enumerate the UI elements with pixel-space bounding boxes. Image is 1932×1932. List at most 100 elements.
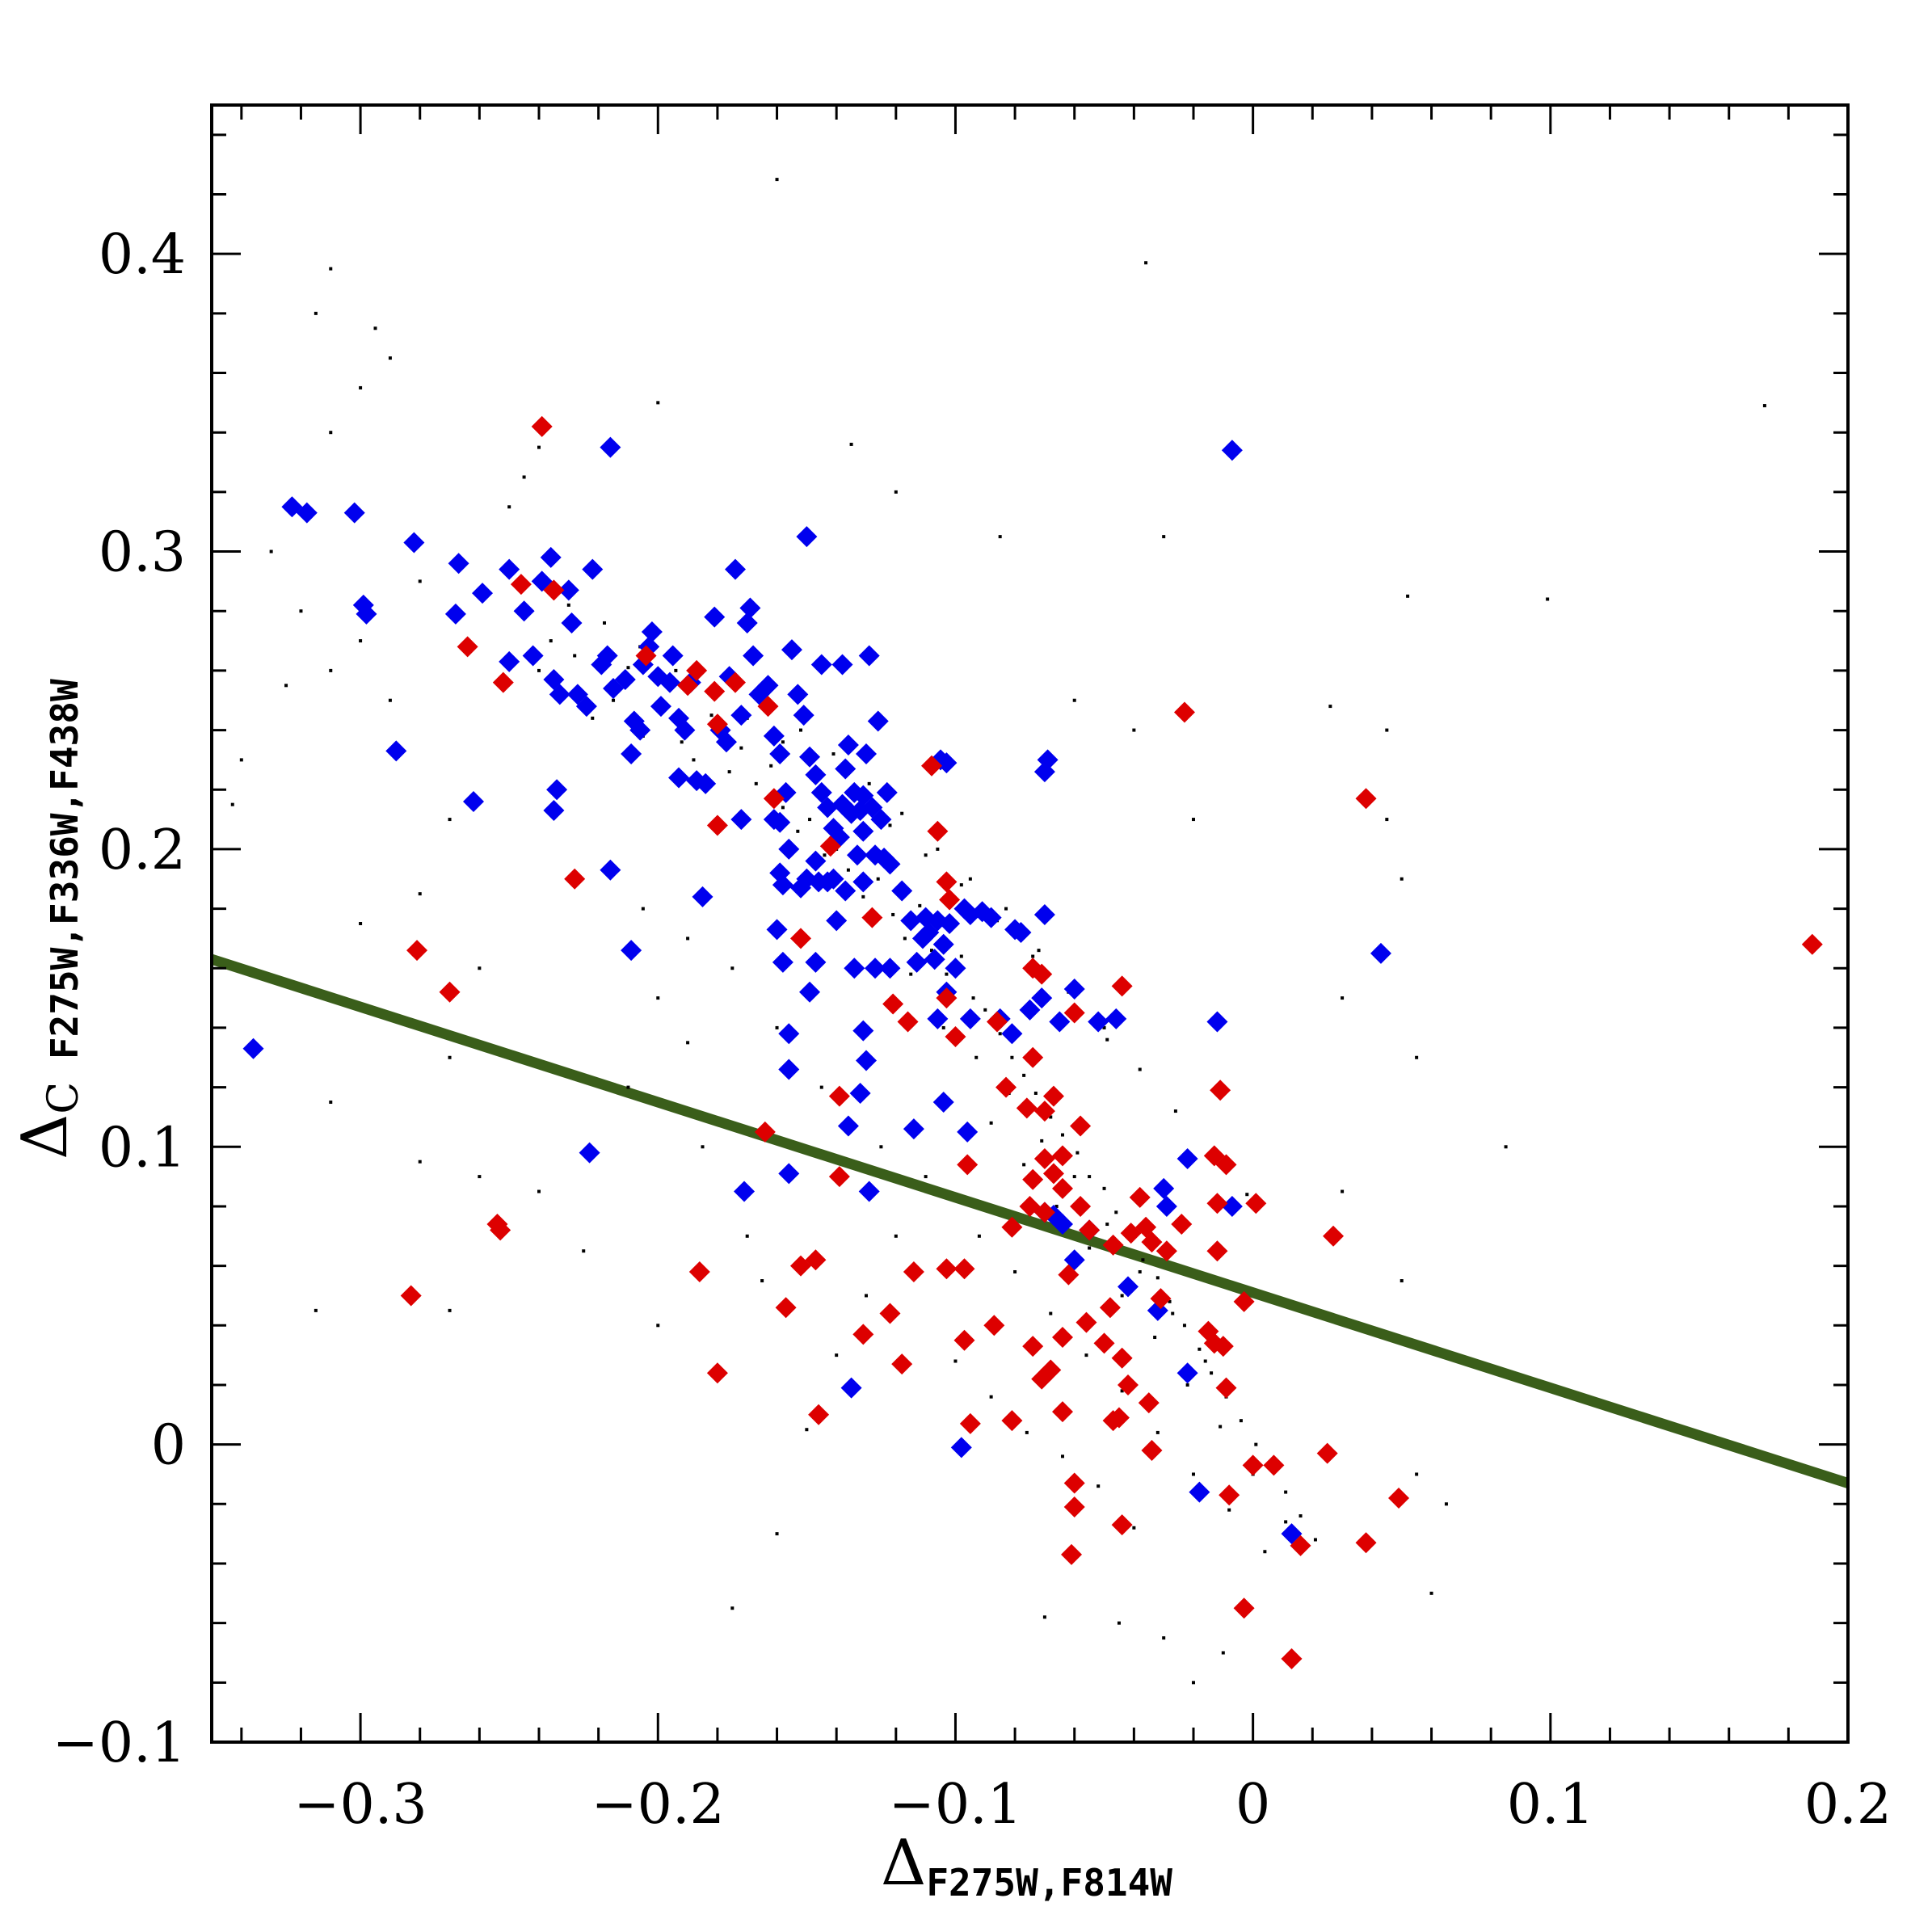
black-dot-point — [1105, 1223, 1109, 1227]
blue-diamond-point — [1088, 1011, 1109, 1033]
black-dot-point — [1192, 1681, 1195, 1685]
black-dot-point — [1022, 1073, 1026, 1077]
blue-diamond-point — [1052, 1214, 1073, 1235]
red-diamond-point — [945, 1025, 966, 1047]
blue-diamond-point — [650, 696, 671, 718]
blue-diamond-point — [778, 1023, 800, 1045]
black-dot-point — [329, 668, 333, 672]
red-diamond-point — [1150, 1288, 1172, 1310]
red-diamond-point — [1042, 1085, 1064, 1107]
black-dot-point — [1400, 877, 1404, 881]
black-dot-point — [1061, 1454, 1064, 1458]
black-dot-point — [1010, 1055, 1014, 1059]
red-diamond-point — [1141, 1231, 1163, 1253]
black-dot-point — [1385, 728, 1389, 732]
blue-diamond-point — [403, 532, 425, 554]
red-diamond-point — [1079, 1219, 1101, 1241]
red-diamond-point — [406, 940, 428, 962]
red-diamond-point — [775, 1297, 797, 1319]
black-dot-point — [1120, 1294, 1124, 1298]
red-diamond-point — [953, 1329, 975, 1351]
blue-diamond-point — [799, 746, 821, 768]
blue-diamond-point — [846, 844, 868, 866]
blue-diamond-point — [906, 951, 928, 973]
blue-diamond-point — [1189, 1481, 1210, 1503]
blue-diamond-point — [296, 502, 318, 524]
black-dot-point — [1227, 1508, 1231, 1512]
red-diamond-point — [1141, 1440, 1163, 1462]
blue-diamond-point — [849, 1082, 871, 1104]
black-dot-point — [1061, 1133, 1064, 1137]
blue-diamond-point — [499, 650, 520, 672]
black-dot-point — [805, 1428, 809, 1432]
black-dot-point — [891, 912, 895, 916]
black-dot-point — [1155, 1276, 1160, 1280]
blue-diamond-point — [1221, 440, 1243, 461]
red-diamond-point — [1388, 1487, 1410, 1509]
red-diamond-point — [564, 868, 586, 890]
red-diamond-point — [995, 1076, 1017, 1098]
blue-diamond-point — [579, 1142, 600, 1164]
red-diamond-point — [1242, 1454, 1264, 1476]
red-diamond-point — [1111, 1347, 1133, 1369]
blue-diamond-point — [343, 502, 365, 524]
black-dot-point — [656, 1324, 660, 1328]
blue-diamond-point — [856, 1050, 877, 1071]
black-dot-point — [1049, 1311, 1053, 1315]
red-diamond-point — [704, 680, 726, 702]
blue-diamond-point — [472, 583, 494, 604]
red-diamond-point — [1102, 1234, 1124, 1256]
black-dot-point — [1192, 818, 1195, 822]
red-diamond-point — [1052, 1145, 1073, 1167]
black-dot-point — [329, 1101, 333, 1105]
blue-diamond-point — [903, 1118, 924, 1140]
black-dot-point — [1341, 1189, 1345, 1193]
black-dot-point — [626, 1085, 630, 1089]
black-dot-point — [388, 698, 392, 702]
red-diamond-point — [1016, 1097, 1038, 1119]
blue-diamond-point — [852, 820, 874, 842]
red-diamond-point — [1033, 1101, 1055, 1122]
y-tick-label: 0.4 — [99, 223, 186, 287]
black-dot-point — [1385, 818, 1389, 822]
blue-diamond-point — [840, 1377, 862, 1399]
blue-diamond-point — [730, 809, 752, 831]
blue-diamond-point — [725, 558, 746, 580]
blue-diamond-point — [793, 705, 814, 726]
blue-diamond-point — [448, 553, 469, 575]
red-diamond-point — [400, 1285, 422, 1307]
red-diamond-point — [757, 696, 779, 718]
blue-diamond-point — [575, 696, 597, 718]
red-diamond-point — [1263, 1454, 1285, 1476]
red-diamond-point — [1001, 1216, 1023, 1238]
separation-line — [210, 954, 1850, 1488]
blue-diamond-point — [1206, 1011, 1228, 1033]
blue-diamond-point — [629, 719, 651, 741]
blue-diamond-point — [805, 764, 827, 785]
x-tick-label: 0 — [1235, 1773, 1270, 1837]
black-dot-point — [686, 937, 690, 941]
black-dot-point — [418, 1160, 422, 1164]
black-dot-point — [674, 668, 678, 672]
black-dot-point — [1013, 1269, 1017, 1273]
black-dot-point — [959, 883, 963, 887]
blue-diamond-point — [668, 767, 690, 789]
blue-diamond-point — [1370, 942, 1391, 964]
black-dot-point — [418, 892, 422, 896]
blue-diamond-point — [463, 790, 484, 812]
black-dot-point — [936, 847, 940, 851]
blue-diamond-point — [561, 612, 583, 633]
black-dot-point — [1022, 1163, 1026, 1167]
black-dot-point — [549, 639, 553, 643]
black-dot-point — [819, 1085, 823, 1089]
blue-diamond-point — [662, 645, 684, 667]
black-dot-point — [373, 326, 377, 330]
black-dot-point — [971, 996, 975, 1000]
black-dot-point — [730, 966, 734, 970]
blue-diamond-point — [614, 668, 636, 690]
red-diamond-point — [1215, 1377, 1237, 1399]
blue-diamond-point — [1105, 1008, 1127, 1029]
red-diamond-point — [1022, 1046, 1044, 1068]
red-diamond-point — [1063, 1472, 1085, 1494]
blue-diamond-point — [865, 958, 886, 979]
